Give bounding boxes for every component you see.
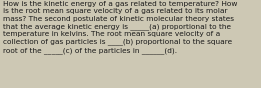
Text: How is the kinetic energy of a gas related to temperature? How
is the root mean : How is the kinetic energy of a gas relat…	[3, 1, 237, 54]
